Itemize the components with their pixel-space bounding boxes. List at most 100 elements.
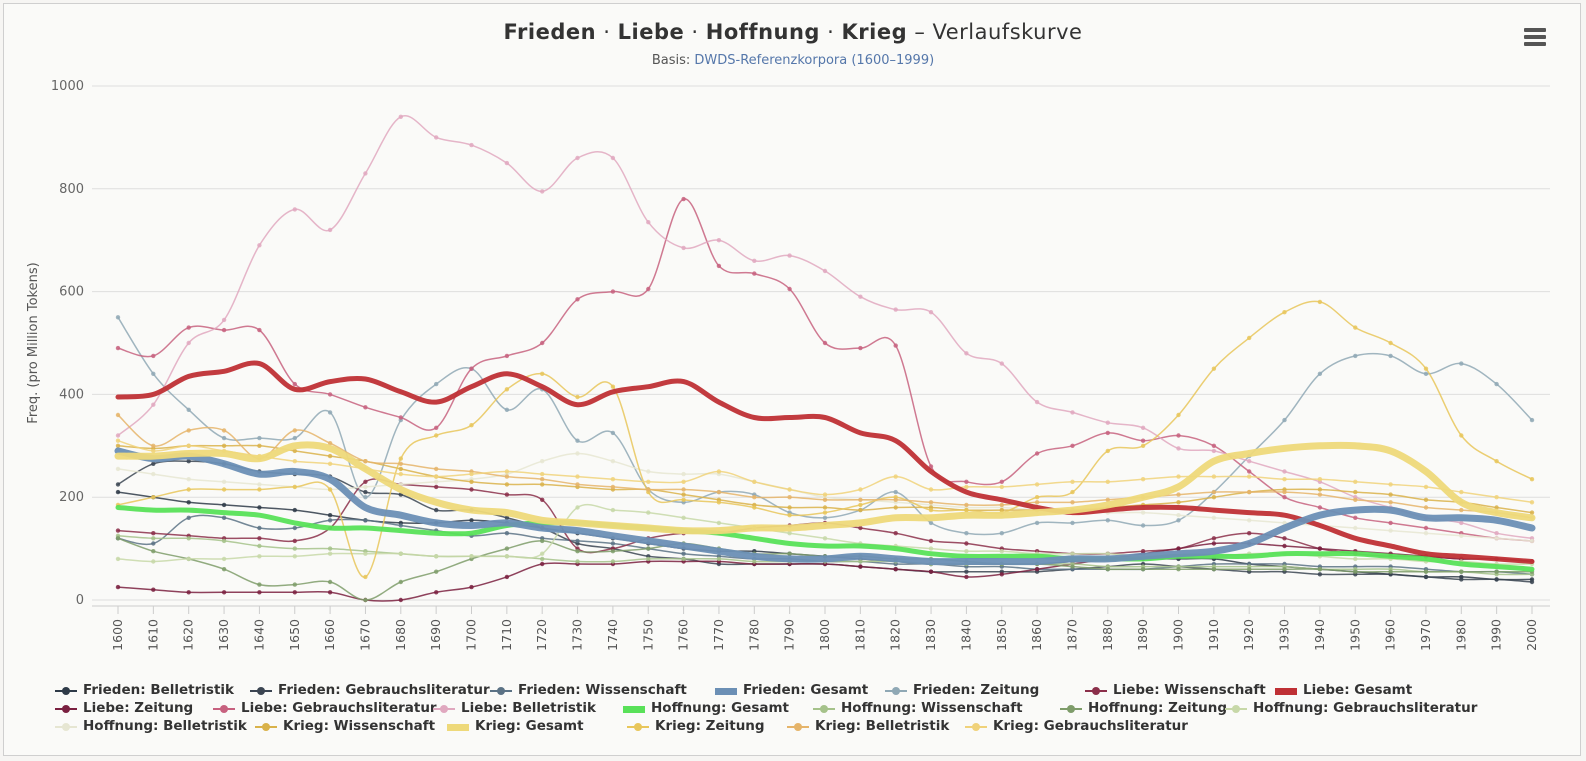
data-point-krieg-wissenschaft <box>1317 487 1323 492</box>
data-point-hoffnung-zeitung <box>257 582 262 587</box>
data-point-frieden-gebrauchsliteratur <box>964 569 969 574</box>
hamburger-menu-icon[interactable] <box>1524 28 1546 46</box>
data-point-krieg-zeitung <box>575 394 580 400</box>
x-tick-label: 1970 <box>1418 619 1433 651</box>
data-point-hoffnung-wissenschaft <box>292 546 297 551</box>
legend-symbol <box>447 724 469 731</box>
title-suffix: – Verlaufskurve <box>914 20 1083 44</box>
data-point-frieden-zeitung <box>151 371 156 376</box>
data-point-krieg-gebrauchsliteratur <box>1140 477 1146 482</box>
data-point-frieden-gebrauchsliteratur <box>434 507 439 513</box>
data-point-frieden-zeitung <box>186 407 191 412</box>
data-point-frieden-gebrauchsliteratur <box>1317 572 1323 577</box>
data-point-hoffnung-gebrauchsliteratur <box>999 549 1004 554</box>
data-point-krieg-gebrauchsliteratur <box>822 492 828 497</box>
data-point-krieg-gebrauchsliteratur <box>540 471 545 477</box>
x-tick-label: 1750 <box>640 619 655 651</box>
series-line-krieg-belletristik <box>117 414 1533 519</box>
data-point-hoffnung-zeitung <box>151 549 156 554</box>
data-point-hoffnung-wissenschaft <box>646 556 651 562</box>
data-point-krieg-wissenschaft <box>1423 497 1429 502</box>
data-point-hoffnung-belletristik <box>186 477 191 482</box>
data-point-frieden-zeitung <box>363 495 368 500</box>
data-point-hoffnung-zeitung <box>1282 567 1287 572</box>
data-point-krieg-wissenschaft <box>504 482 510 487</box>
data-point-frieden-belletristik <box>115 489 121 495</box>
data-point-liebe-gebrauchsliteratur <box>1423 525 1429 531</box>
data-point-krieg-belletristik <box>999 502 1004 508</box>
chart-subtitle: Basis: DWDS-Referenzkorpora (1600–1999) <box>0 53 1586 68</box>
data-point-liebe-zeitung <box>469 584 474 590</box>
data-point-liebe-gebrauchsliteratur <box>610 289 616 294</box>
title-term-krieg: Krieg <box>841 20 908 44</box>
data-point-liebe-gebrauchsliteratur <box>540 340 545 346</box>
data-point-liebe-zeitung <box>327 590 333 595</box>
data-point-liebe-belletristik <box>1105 420 1111 425</box>
data-point-krieg-zeitung <box>1070 489 1075 495</box>
data-point-liebe-gebrauchsliteratur <box>1317 505 1323 510</box>
data-point-krieg-zeitung <box>363 574 368 580</box>
data-point-krieg-gebrauchsliteratur <box>151 448 156 454</box>
data-point-hoffnung-belletristik <box>115 466 121 472</box>
data-point-liebe-zeitung <box>858 564 863 569</box>
data-point-frieden-zeitung <box>504 407 510 412</box>
data-point-krieg-zeitung <box>469 423 474 428</box>
data-point-krieg-belletristik <box>752 495 757 500</box>
data-point-liebe-belletristik <box>928 310 934 315</box>
data-point-frieden-wissenschaft <box>398 523 403 528</box>
subtitle-source-link[interactable]: DWDS-Referenzkorpora (1600–1999) <box>694 53 935 68</box>
data-point-liebe-belletristik <box>1247 459 1252 464</box>
data-point-krieg-zeitung <box>398 456 403 461</box>
data-point-liebe-gebrauchsliteratur <box>716 263 722 269</box>
data-point-liebe-belletristik <box>434 135 439 140</box>
data-point-liebe-gebrauchsliteratur <box>752 271 757 276</box>
data-point-krieg-zeitung <box>1282 310 1287 315</box>
data-point-krieg-belletristik <box>1388 500 1393 505</box>
data-point-frieden-zeitung <box>999 531 1004 536</box>
data-point-krieg-wissenschaft <box>221 443 227 448</box>
data-point-frieden-zeitung <box>327 410 333 415</box>
x-tick-label: 2000 <box>1524 619 1539 651</box>
x-tick-label: 1810 <box>852 619 867 651</box>
legend-label: Hoffnung: Belletristik <box>83 718 247 734</box>
data-point-frieden-zeitung <box>115 315 121 320</box>
title-term-frieden: Frieden <box>503 20 597 44</box>
data-point-krieg-wissenschaft <box>1494 505 1499 510</box>
legend-marker <box>892 687 900 695</box>
x-tick-label: 1960 <box>1383 619 1398 651</box>
x-tick-label: 1840 <box>958 619 973 651</box>
data-point-krieg-wissenschaft <box>1353 489 1358 495</box>
data-point-liebe-zeitung <box>115 584 121 590</box>
data-point-liebe-gebrauchsliteratur <box>681 196 686 202</box>
legend-marker <box>497 687 505 695</box>
data-point-krieg-zeitung <box>327 487 333 492</box>
data-point-frieden-gebrauchsliteratur <box>504 515 510 520</box>
data-point-hoffnung-belletristik <box>540 459 545 464</box>
data-point-liebe-belletristik <box>752 258 757 263</box>
data-point-frieden-zeitung <box>221 435 227 441</box>
data-point-krieg-wissenschaft <box>292 448 297 454</box>
data-point-hoffnung-gebrauchsliteratur <box>257 554 262 559</box>
data-point-frieden-belletristik <box>327 513 333 518</box>
data-point-frieden-zeitung <box>1317 371 1323 376</box>
data-point-liebe-zeitung <box>1176 546 1181 551</box>
data-point-hoffnung-zeitung <box>1317 567 1323 572</box>
data-point-krieg-zeitung <box>257 487 262 492</box>
data-point-krieg-zeitung <box>151 495 156 500</box>
data-point-krieg-belletristik <box>928 500 934 505</box>
data-point-hoffnung-belletristik <box>1140 510 1146 515</box>
legend-marker <box>1092 687 1100 695</box>
data-point-liebe-gebrauchsliteratur <box>221 327 227 333</box>
x-tick-label: 1600 <box>110 619 125 651</box>
data-point-krieg-gebrauchsliteratur <box>434 474 439 479</box>
data-point-liebe-belletristik <box>186 340 191 346</box>
data-point-liebe-gebrauchsliteratur <box>398 415 403 420</box>
data-point-frieden-gebrauchsliteratur <box>1494 577 1499 582</box>
data-point-liebe-gebrauchsliteratur <box>327 392 333 397</box>
data-point-liebe-belletristik <box>221 317 227 323</box>
title-separator: · <box>827 20 835 44</box>
legend-marker <box>1232 705 1240 713</box>
data-point-frieden-gebrauchsliteratur <box>115 482 121 487</box>
data-point-frieden-zeitung <box>1070 520 1075 526</box>
data-point-liebe-belletristik <box>1140 425 1146 430</box>
